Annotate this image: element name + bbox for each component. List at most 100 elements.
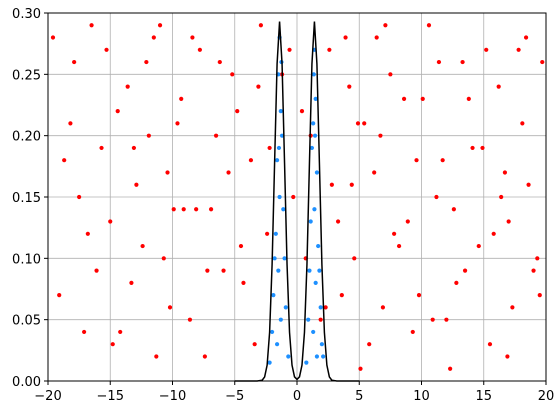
point: [388, 72, 393, 77]
point: [374, 35, 379, 40]
point: [104, 47, 109, 52]
point: [526, 182, 531, 187]
point: [491, 231, 496, 236]
point: [309, 145, 315, 151]
point: [118, 329, 123, 335]
point: [335, 219, 341, 224]
point: [311, 121, 316, 126]
point: [226, 170, 231, 175]
point: [68, 121, 73, 126]
point: [414, 158, 419, 163]
point: [146, 133, 151, 138]
point: [383, 23, 388, 28]
point: [311, 72, 316, 77]
point: [358, 366, 363, 371]
point: [277, 194, 282, 200]
point: [311, 329, 316, 335]
point: [372, 170, 377, 175]
point: [144, 59, 149, 65]
y-tick-label: 0.15: [12, 191, 41, 206]
point: [283, 305, 288, 310]
point: [108, 219, 113, 224]
point: [430, 317, 435, 322]
point: [304, 360, 309, 365]
point: [230, 72, 235, 77]
x-tick-label: 10: [413, 389, 430, 404]
point: [197, 47, 202, 52]
point: [306, 317, 311, 322]
point: [312, 133, 318, 138]
point: [217, 59, 222, 65]
x-tick-label: 5: [355, 389, 363, 404]
point: [77, 194, 82, 200]
point: [241, 280, 246, 285]
point: [343, 35, 348, 40]
point: [307, 268, 312, 273]
point: [205, 268, 210, 273]
y-tick-label: 0.05: [12, 314, 41, 329]
point: [516, 47, 521, 52]
point: [181, 207, 186, 212]
point: [540, 59, 545, 65]
point: [352, 256, 357, 261]
x-tick-label: −20: [34, 389, 61, 404]
point: [327, 47, 332, 52]
point: [426, 23, 432, 28]
point: [531, 268, 536, 273]
point: [208, 207, 214, 212]
point: [267, 360, 272, 365]
point: [319, 342, 324, 347]
point: [466, 96, 471, 101]
point: [267, 145, 272, 151]
point: [323, 305, 328, 310]
point: [434, 194, 439, 200]
point: [484, 47, 489, 52]
point: [278, 317, 283, 322]
point: [378, 133, 383, 138]
point: [287, 47, 292, 52]
point: [318, 317, 323, 322]
point: [165, 170, 170, 175]
point: [151, 35, 156, 40]
point: [308, 219, 313, 224]
point: [313, 280, 318, 285]
point: [94, 268, 99, 273]
point: [72, 59, 77, 65]
point: [274, 158, 280, 163]
point: [175, 121, 180, 126]
point: [171, 207, 176, 212]
x-tick-label: 0: [293, 389, 301, 404]
point: [265, 231, 270, 236]
point: [154, 354, 159, 359]
point: [316, 243, 321, 249]
point: [85, 231, 90, 236]
point: [57, 293, 62, 298]
point: [440, 158, 445, 163]
point: [462, 268, 468, 273]
point: [179, 96, 184, 101]
point: [476, 243, 481, 249]
point: [270, 329, 275, 335]
point: [125, 84, 130, 89]
point: [448, 366, 453, 371]
point: [278, 109, 283, 114]
point: [187, 317, 193, 322]
y-tick-label: 0.10: [12, 252, 41, 267]
y-tick-label: 0.25: [12, 68, 41, 83]
point: [202, 354, 207, 359]
x-tick-label: 20: [538, 389, 555, 404]
point: [460, 59, 465, 65]
point: [436, 59, 442, 65]
point: [50, 35, 56, 40]
x-tick-label: −15: [97, 389, 124, 404]
point: [291, 194, 296, 200]
point: [194, 207, 199, 212]
point: [480, 145, 485, 151]
point: [487, 342, 493, 347]
point: [523, 35, 529, 40]
point: [299, 109, 305, 114]
y-tick-label: 0.00: [12, 375, 41, 390]
y-tick-label: 0.20: [12, 130, 41, 145]
point: [271, 293, 276, 298]
